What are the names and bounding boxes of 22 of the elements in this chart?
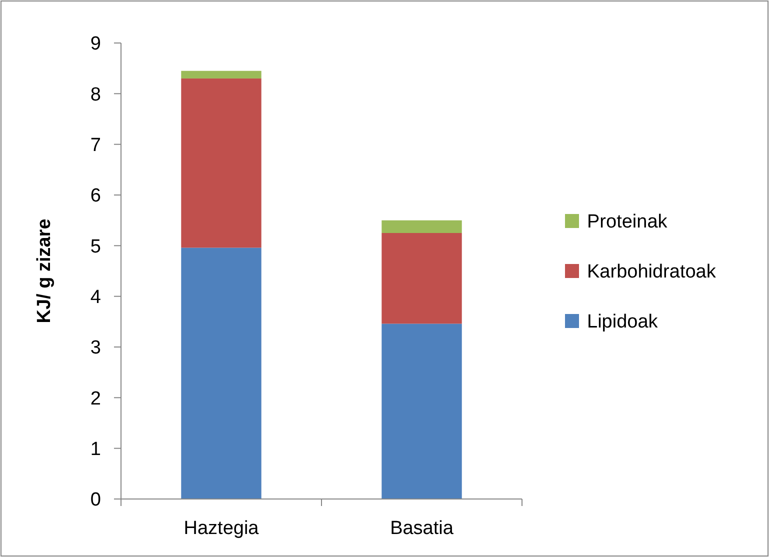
- y-tick-label: 7: [90, 134, 101, 156]
- legend-label: Proteinak: [587, 212, 668, 233]
- y-tick-label: 8: [90, 84, 101, 106]
- y-tick-label: 6: [90, 186, 101, 207]
- y-axis-title: KJ/ g zizare: [34, 218, 55, 324]
- bar: [181, 78, 262, 248]
- y-tick-label: 4: [90, 286, 102, 308]
- y-tick-label: 3: [90, 338, 101, 359]
- bar: [181, 70, 262, 78]
- legend-label: Karbohidratoak: [587, 262, 716, 283]
- y-tick-label: 0: [90, 490, 101, 511]
- bar: [382, 220, 462, 233]
- y-tick-label: 2: [90, 388, 101, 410]
- bar: [382, 324, 462, 499]
- bar: [181, 248, 262, 499]
- legend-label: Lipidoak: [587, 312, 658, 333]
- x-tick-label: Basatia: [390, 518, 454, 539]
- y-tick-label: 1: [90, 438, 101, 460]
- y-tick-label: 9: [90, 34, 101, 55]
- bar: [382, 233, 462, 324]
- y-tick-label: 5: [90, 236, 101, 258]
- x-tick-label: Haztegia: [184, 518, 260, 539]
